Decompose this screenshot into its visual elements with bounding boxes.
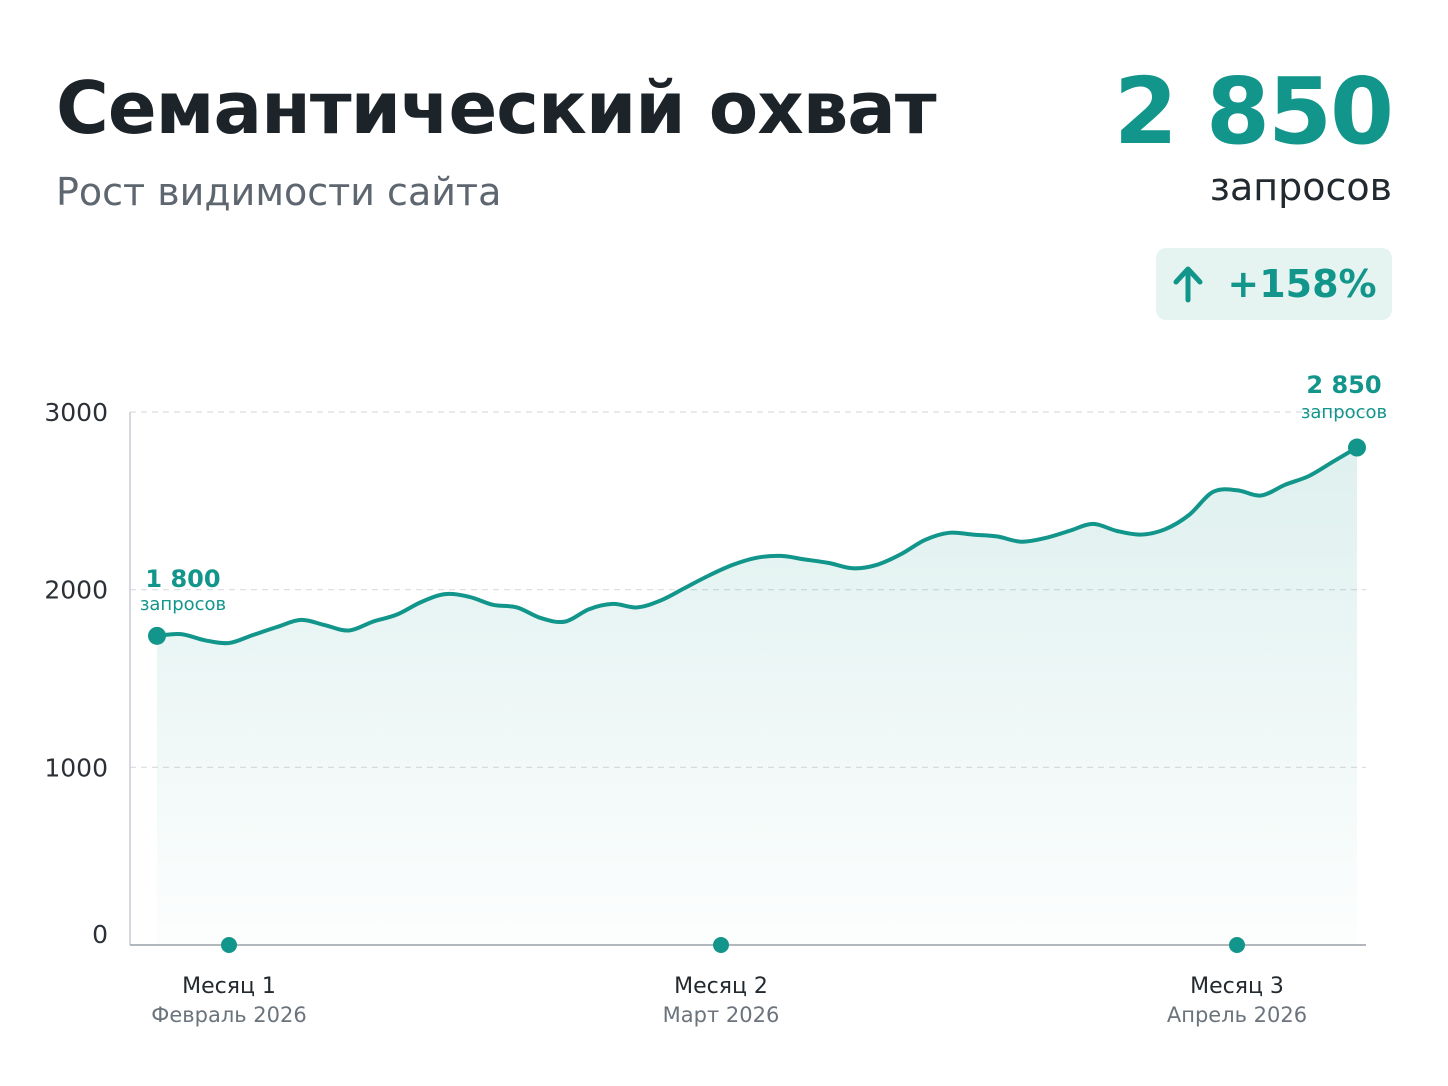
arrow-up-icon: [1171, 264, 1205, 304]
y-tick-label: 0: [92, 920, 108, 949]
month-label: Месяц 3: [1190, 974, 1284, 999]
kpi-block: 2 850 запросов: [1113, 58, 1394, 209]
month-label: Месяц 2: [674, 974, 768, 999]
page-subtitle: Рост видимости сайта: [56, 170, 502, 214]
end-unit-label: запросов: [1301, 402, 1387, 423]
month-date-label: Март 2026: [663, 1003, 780, 1027]
month-marker: [221, 937, 237, 953]
growth-value: +158%: [1227, 262, 1377, 306]
kpi-unit: запросов: [1209, 164, 1392, 209]
start-point: [148, 626, 166, 645]
y-tick-label: 1000: [44, 753, 108, 782]
end-value-label: 2 850: [1306, 371, 1381, 399]
month-marker: [713, 937, 729, 953]
month-date-label: Февраль 2026: [151, 1003, 307, 1027]
y-tick-label: 3000: [44, 398, 108, 427]
start-value-label: 1 800: [145, 565, 220, 593]
month-marker: [1229, 937, 1245, 953]
month-label: Месяц 1: [182, 974, 276, 999]
series-area: [157, 447, 1357, 945]
month-date-label: Апрель 2026: [1167, 1003, 1307, 1027]
growth-badge: +158%: [1156, 248, 1392, 320]
series-line: [155, 445, 1359, 646]
kpi-value: 2 850: [1113, 58, 1394, 165]
y-tick-label: 2000: [44, 576, 108, 605]
start-unit-label: запросов: [140, 594, 226, 615]
end-point: [1348, 438, 1366, 457]
page-title: Семантический охват: [56, 66, 937, 150]
